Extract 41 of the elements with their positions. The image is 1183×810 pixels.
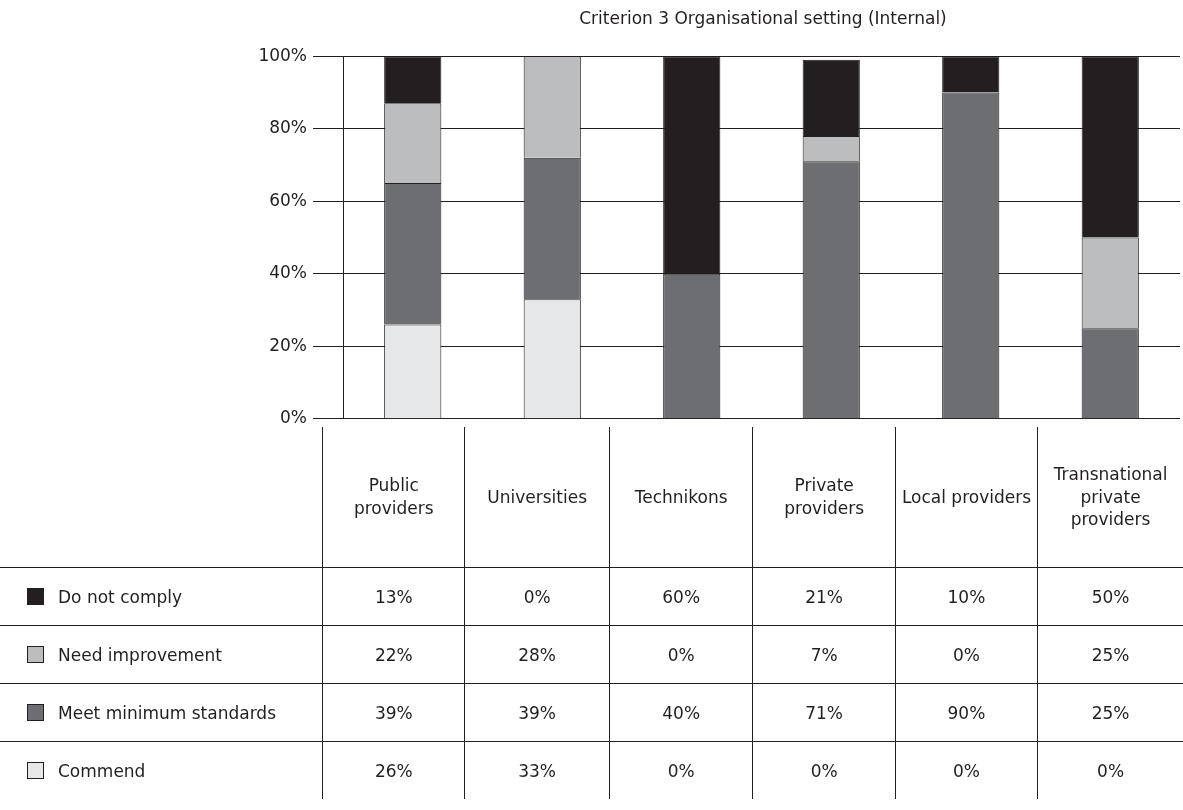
data-label: 0% (1037, 741, 1183, 799)
legend-label: Commend (0, 741, 323, 799)
x-tick-label: Technikons (609, 427, 753, 568)
data-label: 39% (322, 683, 465, 742)
y-tick-label: 60% (269, 189, 307, 210)
y-tick-label: 0% (280, 407, 307, 428)
data-label: 0% (895, 625, 1038, 684)
data-label: 26% (322, 741, 465, 799)
data-label: 0% (609, 625, 753, 684)
data-label: 10% (895, 567, 1038, 626)
chart-title: Criterion 3 Organisational setting (Internal) (578, 8, 948, 28)
data-label: 13% (322, 567, 465, 626)
data-label: 33% (464, 741, 610, 799)
legend-label: Meet minimum standards (0, 683, 323, 742)
data-label: 50% (1037, 567, 1183, 626)
x-tick-label: Local providers (895, 427, 1038, 568)
data-label: 0% (752, 741, 896, 799)
data-label: 7% (752, 625, 896, 684)
data-label: 60% (609, 567, 753, 626)
legend-label: Need improvement (0, 625, 323, 684)
y-tick-label: 100% (258, 44, 307, 65)
data-label: 25% (1037, 625, 1183, 684)
y-tick-label: 40% (269, 262, 307, 283)
data-label: 25% (1037, 683, 1183, 742)
legend-label: Do not comply (0, 567, 323, 626)
x-tick-label: Public providers (322, 427, 465, 568)
x-tick-label: Private providers (752, 427, 896, 568)
data-label: 0% (895, 741, 1038, 799)
x-tick-label: Universities (464, 427, 610, 568)
data-label: 90% (895, 683, 1038, 742)
data-label: 0% (464, 567, 610, 626)
x-tick-label: Transnational private providers (1037, 427, 1183, 568)
data-label: 22% (322, 625, 465, 684)
y-tick-label: 80% (269, 117, 307, 138)
data-label: 40% (609, 683, 753, 742)
data-label: 21% (752, 567, 896, 626)
y-tick-label: 20% (269, 334, 307, 355)
data-label: 71% (752, 683, 896, 742)
data-label: 0% (609, 741, 753, 799)
data-label: 39% (464, 683, 610, 742)
data-label: 28% (464, 625, 610, 684)
